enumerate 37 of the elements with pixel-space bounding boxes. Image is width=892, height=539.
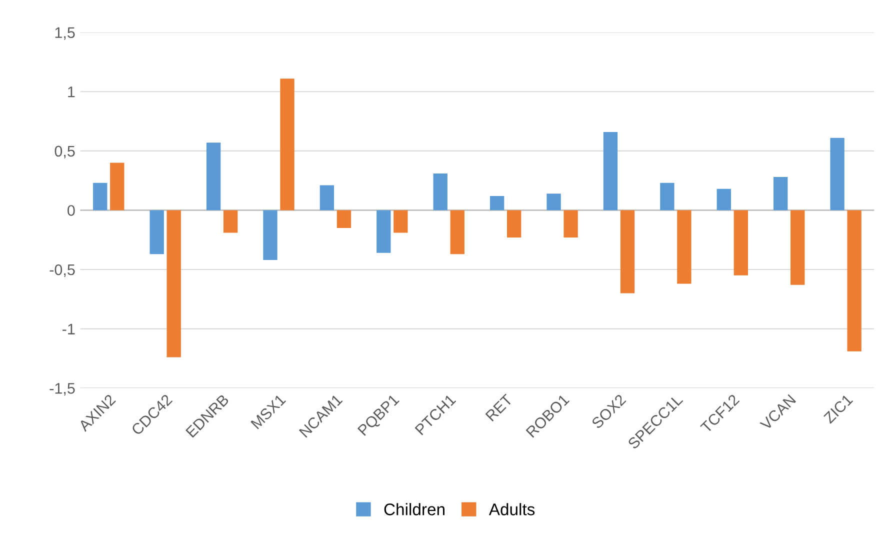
bar <box>790 210 805 285</box>
y-tick-label: 0,5 <box>54 146 75 158</box>
bar <box>774 177 788 210</box>
bar <box>716 188 731 210</box>
bar <box>660 182 674 210</box>
bar <box>223 210 238 233</box>
bar <box>150 210 164 254</box>
bar <box>93 182 108 210</box>
y-tick-label: -1 <box>62 324 75 334</box>
bar <box>506 210 522 238</box>
bar <box>620 210 635 294</box>
bar <box>433 173 448 210</box>
bar <box>110 162 124 210</box>
bar <box>450 210 464 254</box>
bar <box>847 210 862 352</box>
legend-label: Children <box>384 503 444 516</box>
bar <box>677 210 692 284</box>
bar <box>280 78 294 210</box>
bar <box>546 194 561 210</box>
bar <box>830 138 844 210</box>
y-tick-label: -1,5 <box>50 383 75 396</box>
bar <box>394 210 408 233</box>
bar <box>734 210 748 276</box>
bar <box>603 132 618 210</box>
y-tick-label: 0 <box>68 205 75 216</box>
y-tick-label: 1 <box>68 86 75 98</box>
bar <box>320 185 334 210</box>
bar <box>166 210 181 358</box>
legend-label: Adults <box>488 503 535 516</box>
bar <box>263 210 278 260</box>
y-tick-label: 1,5 <box>55 27 75 40</box>
bar <box>490 196 504 210</box>
bar <box>336 210 352 228</box>
y-tick-label: -0,5 <box>50 264 75 277</box>
bar <box>564 210 578 238</box>
bar <box>206 142 221 210</box>
bar <box>376 210 391 253</box>
